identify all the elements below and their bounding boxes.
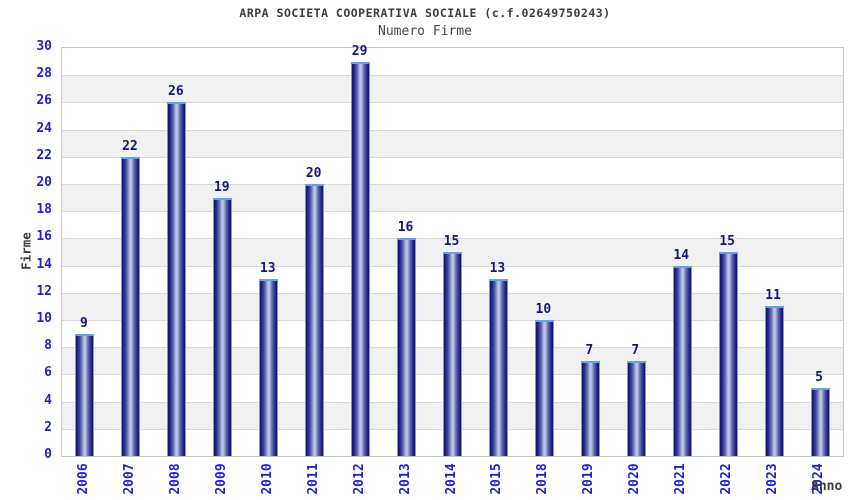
y-tick-label: 2 [44, 419, 52, 435]
x-tick-label: 2019 [581, 463, 597, 495]
x-tick-label: 2022 [719, 463, 735, 495]
plot-band [62, 184, 843, 212]
bar-2015 [488, 279, 508, 456]
x-tick-label: 2014 [443, 463, 459, 495]
plot-band [62, 129, 843, 157]
bar-2013 [397, 238, 417, 456]
x-tick-label: 2018 [535, 463, 551, 495]
x-tick-label: 2020 [627, 463, 643, 495]
x-tick-label: 2011 [305, 463, 321, 495]
x-tick-label: 2009 [213, 463, 229, 495]
chart-subtitle: Numero Firme [378, 24, 472, 39]
bar-value-label: 13 [489, 261, 506, 277]
y-tick-label: 22 [36, 147, 52, 163]
bar-2011 [305, 184, 325, 456]
bar-value-label: 13 [259, 261, 276, 277]
bar-2008 [167, 102, 187, 456]
bar-value-label: 11 [765, 288, 781, 304]
y-tick-label: 26 [36, 93, 52, 109]
gridline [62, 129, 843, 131]
x-tick-label: 2023 [765, 463, 781, 495]
plot-band [62, 156, 843, 184]
bar-2006 [75, 333, 95, 456]
bar-value-label: 22 [122, 138, 138, 154]
bar-2021 [672, 265, 692, 456]
bar-value-label: 15 [719, 234, 735, 249]
bar-value-label: 26 [168, 84, 184, 100]
gridline [62, 238, 843, 240]
x-axis-title: Anno [811, 479, 843, 494]
bar-2014 [443, 252, 462, 456]
y-tick-label: 0 [44, 447, 52, 462]
y-tick-label: 12 [36, 283, 52, 299]
bar-2018 [534, 320, 554, 456]
plot-band [62, 211, 843, 239]
gridline [62, 184, 843, 185]
bar-2023 [764, 306, 784, 456]
plot-band [62, 102, 843, 130]
y-tick-label: 14 [36, 256, 52, 272]
x-tick-label: 2015 [489, 463, 505, 495]
y-tick-label: 8 [44, 338, 52, 354]
plot-area [61, 47, 844, 457]
bar-2012 [351, 61, 371, 456]
chart-title: ARPA SOCIETA COOPERATIVA SOCIALE (c.f.02… [239, 6, 611, 20]
bar-value-label: 10 [535, 302, 552, 317]
gridline [62, 156, 843, 158]
bar-value-label: 29 [351, 43, 368, 59]
bar-2019 [580, 360, 600, 456]
bar-value-label: 19 [213, 179, 230, 195]
bar-value-label: 7 [631, 342, 640, 358]
x-tick-label: 2013 [397, 463, 413, 495]
y-tick-label: 20 [36, 175, 52, 190]
y-tick-label: 6 [44, 365, 52, 381]
x-tick-label: 2012 [351, 463, 367, 495]
y-tick-label: 10 [36, 311, 52, 326]
bar-2007 [121, 156, 141, 456]
bar-2022 [718, 252, 738, 456]
plot-band [62, 75, 843, 103]
bar-value-label: 15 [443, 234, 460, 249]
bar-value-label: 16 [397, 220, 414, 236]
y-tick-label: 16 [36, 229, 52, 245]
x-tick-label: 2021 [673, 463, 689, 495]
gridline [62, 102, 843, 104]
bar-value-label: 7 [585, 342, 594, 358]
x-tick-label: 2008 [167, 463, 183, 495]
bar-2024 [810, 388, 830, 456]
x-tick-label: 2007 [121, 463, 137, 495]
bar-value-label: 5 [815, 370, 823, 385]
bar-2020 [626, 360, 646, 456]
y-tick-label: 28 [36, 66, 52, 82]
y-tick-label: 30 [36, 39, 52, 54]
gridline [62, 75, 843, 77]
bar-value-label: 14 [673, 247, 690, 263]
plot-band [62, 48, 843, 76]
y-tick-label: 18 [36, 202, 52, 218]
gridline [62, 211, 843, 213]
y-tick-label: 24 [36, 120, 52, 136]
bar-value-label: 9 [80, 315, 88, 331]
x-tick-label: 2006 [75, 463, 91, 495]
x-tick-label: 2010 [259, 463, 275, 495]
y-tick-label: 4 [44, 392, 52, 408]
bar-value-label: 20 [305, 166, 322, 181]
bar-2009 [213, 197, 233, 456]
bar-2010 [259, 279, 279, 456]
